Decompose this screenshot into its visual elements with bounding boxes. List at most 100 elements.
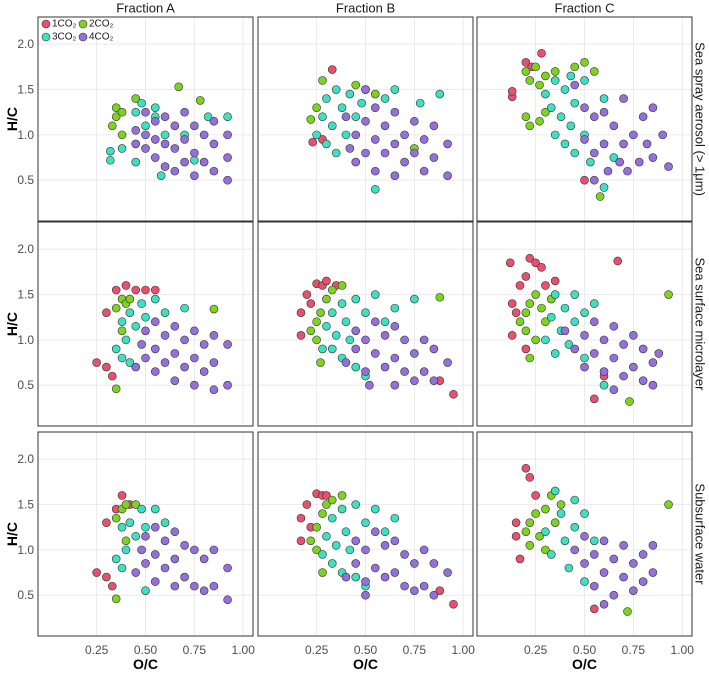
point [560, 326, 570, 336]
y-tick-label: 0.5 [17, 588, 34, 602]
point [443, 139, 452, 149]
point [160, 518, 170, 527]
point [312, 545, 321, 555]
point [150, 103, 160, 112]
point [570, 80, 580, 90]
point [337, 504, 347, 514]
column-title: Fraction A [116, 1, 175, 16]
y-axis-title: H/C [4, 107, 20, 131]
x-axis-title: O/C [133, 656, 158, 672]
point [370, 317, 380, 327]
point [125, 294, 135, 304]
point [102, 572, 111, 582]
point [125, 518, 135, 527]
point [170, 121, 180, 131]
point [589, 394, 599, 404]
point [209, 116, 219, 126]
point [150, 550, 160, 559]
point [190, 171, 199, 180]
point [580, 577, 589, 586]
point [546, 312, 556, 322]
point [664, 290, 673, 299]
legend-label: 3CO₂ [52, 32, 77, 43]
point [170, 527, 180, 537]
point [595, 192, 605, 201]
point [443, 568, 452, 577]
point [331, 541, 341, 550]
point [141, 312, 150, 322]
point [296, 536, 306, 546]
point [599, 367, 609, 376]
point [322, 276, 331, 286]
point [337, 491, 347, 500]
point [580, 175, 589, 185]
point [400, 550, 409, 559]
x-tick-label: 1.00 [232, 643, 256, 657]
point [308, 137, 318, 147]
point [586, 157, 595, 167]
row-label: Sea surface microlayer [693, 258, 708, 392]
point [92, 568, 101, 577]
point [390, 536, 400, 546]
point [599, 599, 609, 609]
point [370, 563, 380, 573]
point [531, 509, 540, 518]
point [141, 121, 150, 131]
panel-border [257, 431, 474, 637]
point [419, 335, 429, 345]
point [361, 590, 370, 600]
panel-border [476, 221, 693, 427]
point [199, 130, 209, 140]
point [312, 335, 321, 345]
point [599, 335, 609, 345]
point [541, 335, 550, 345]
point [642, 139, 652, 149]
point [603, 166, 613, 176]
panel-border [476, 16, 693, 222]
point [380, 94, 390, 103]
point [619, 139, 628, 149]
point [634, 157, 644, 167]
point [351, 344, 361, 354]
point [199, 554, 209, 564]
point [410, 148, 419, 158]
point [556, 112, 566, 122]
point [515, 281, 525, 290]
point [131, 568, 141, 577]
point [160, 536, 170, 546]
point [190, 545, 199, 555]
point [345, 89, 355, 99]
point [361, 85, 370, 94]
point [525, 253, 535, 263]
x-axis-title: O/C [353, 656, 378, 672]
point [111, 303, 121, 313]
point [341, 130, 351, 140]
point [357, 98, 366, 108]
point [137, 98, 146, 108]
point [327, 308, 337, 317]
point [570, 495, 580, 505]
point [370, 290, 380, 299]
point [316, 358, 325, 367]
point [111, 112, 121, 122]
point [541, 545, 550, 555]
point [541, 107, 550, 117]
point [535, 531, 544, 541]
point [190, 121, 199, 131]
point [345, 335, 355, 345]
legend-label: 2CO₂ [89, 19, 114, 30]
point [170, 376, 180, 385]
point [521, 67, 531, 76]
point [380, 331, 390, 340]
y-tick-label: 1.5 [17, 498, 34, 512]
point [131, 157, 141, 167]
point [199, 340, 209, 349]
point [599, 536, 609, 546]
point [125, 358, 135, 367]
point [589, 550, 599, 559]
point [525, 121, 535, 131]
point [223, 380, 232, 390]
point [322, 139, 331, 149]
column-title: Fraction B [336, 1, 395, 16]
point [351, 326, 361, 336]
